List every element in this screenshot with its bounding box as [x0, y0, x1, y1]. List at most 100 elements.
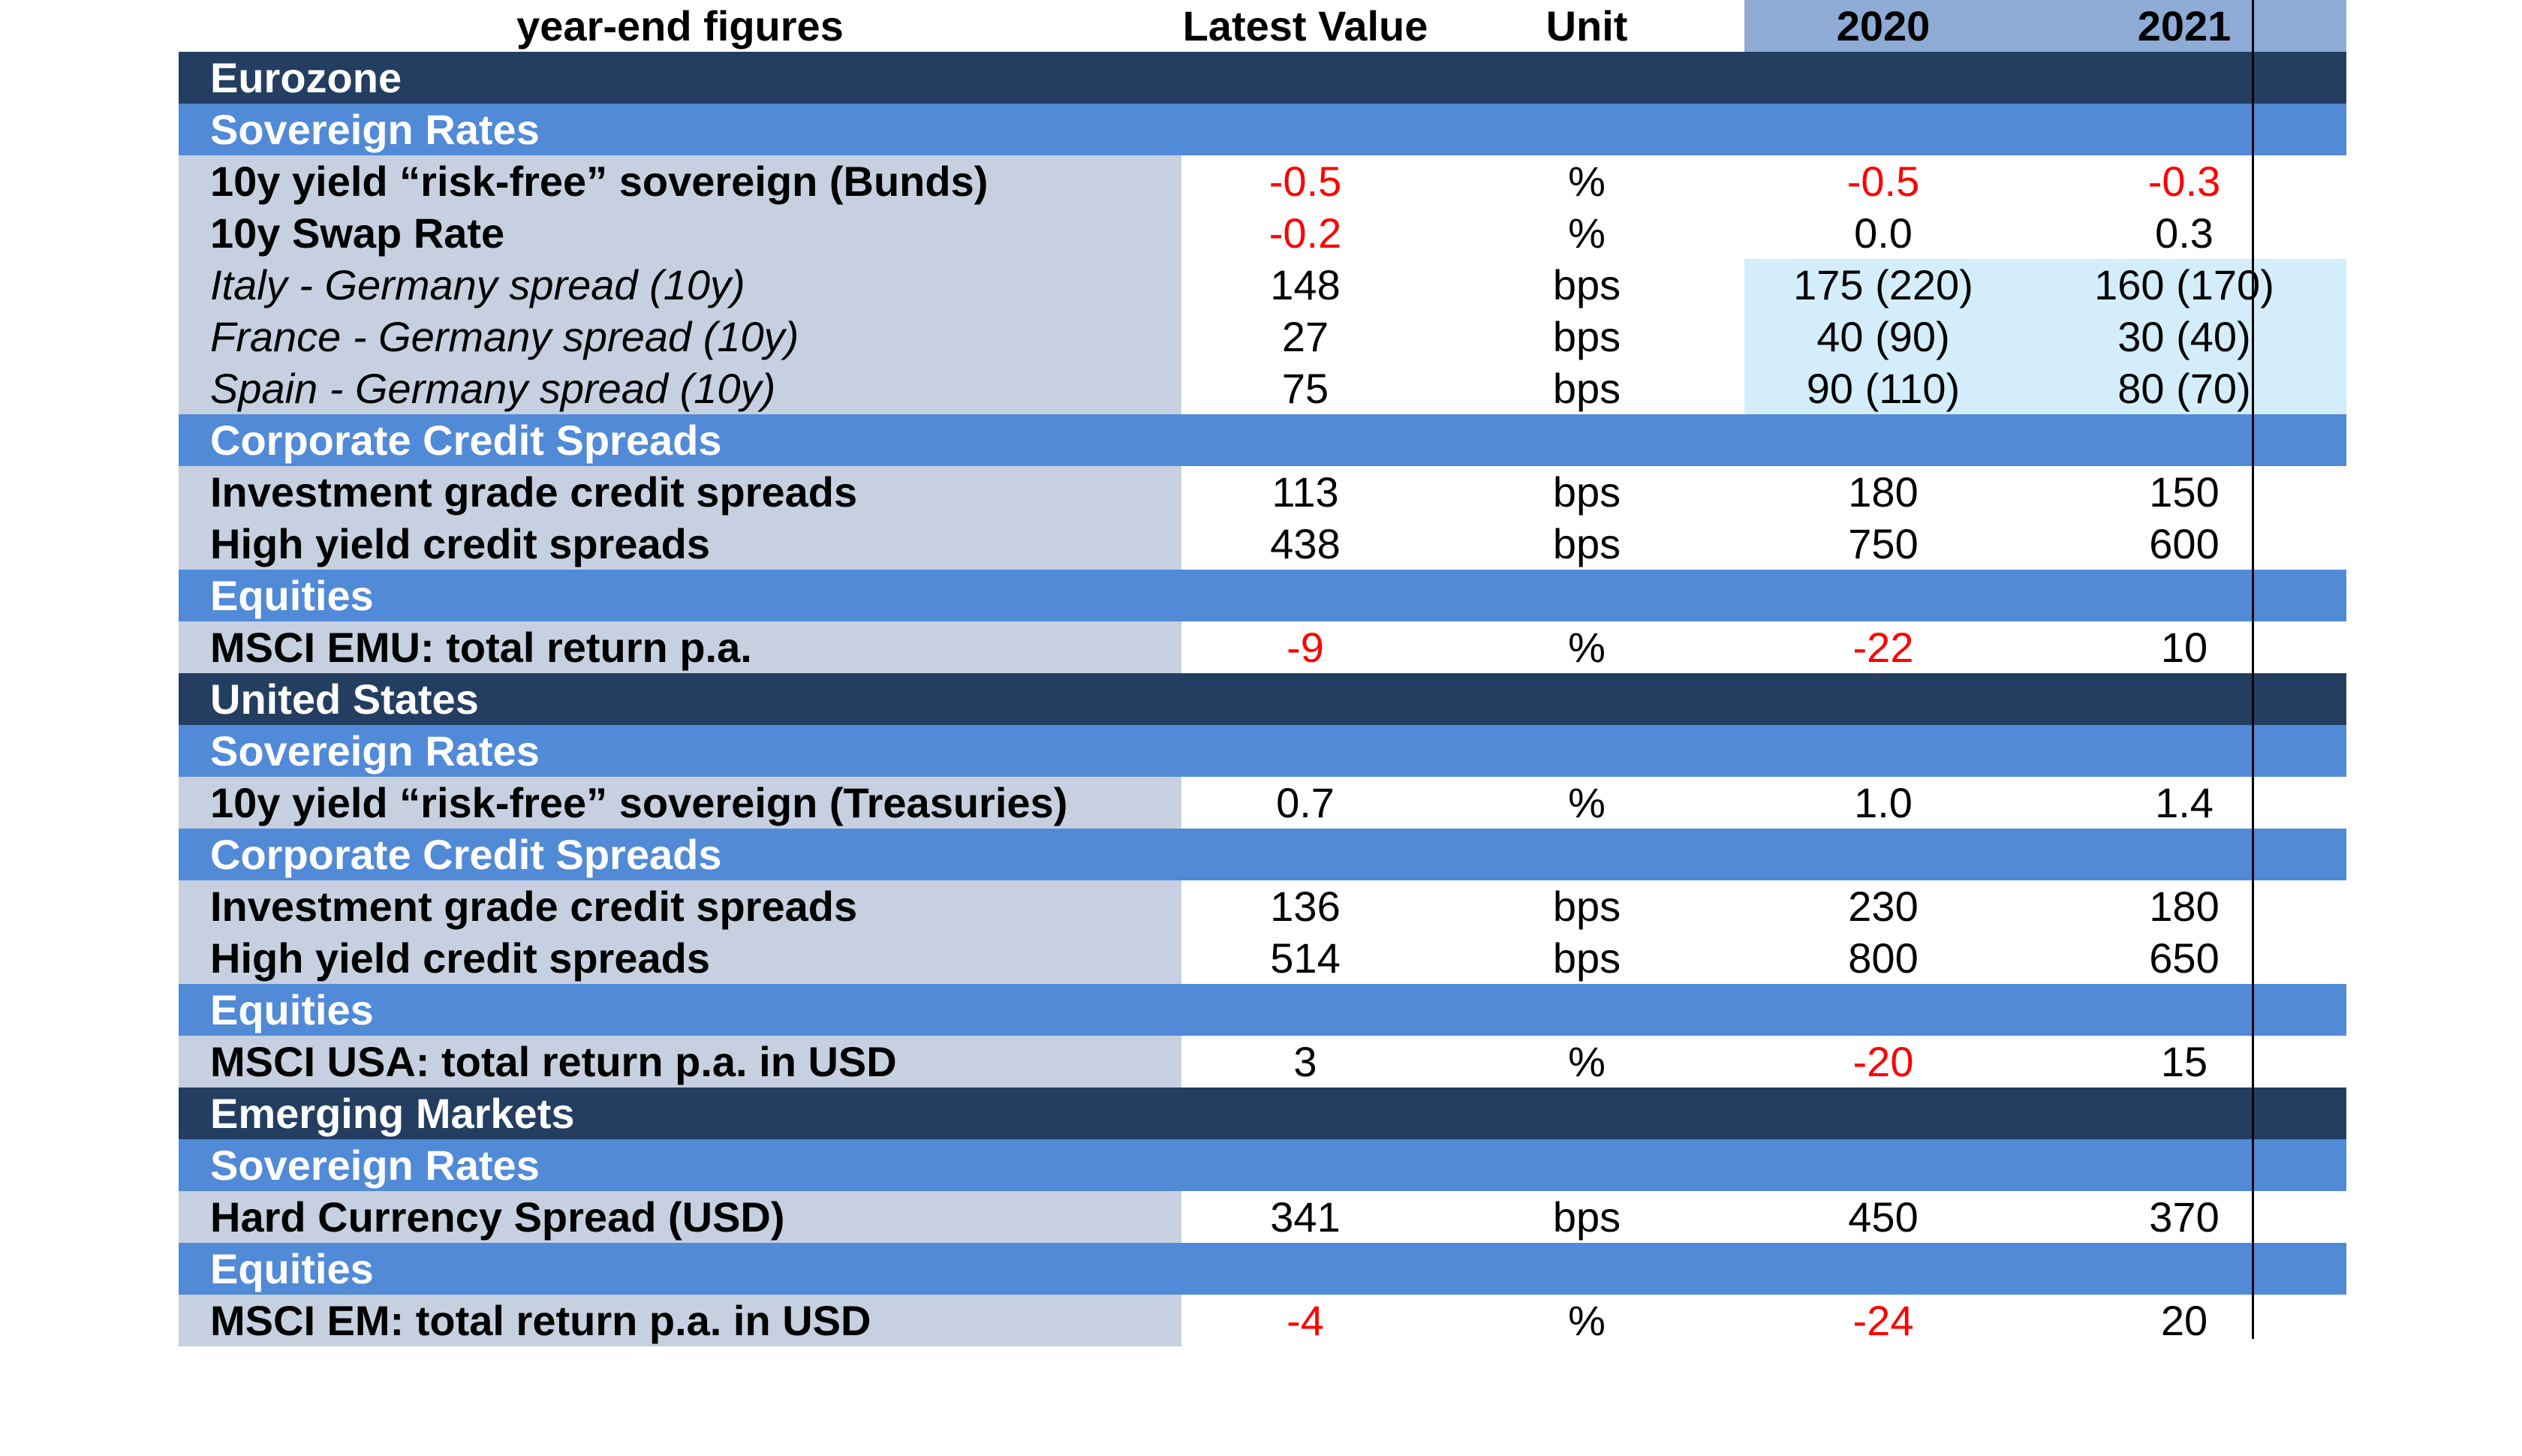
value-2020: -20 — [1852, 1038, 1914, 1085]
value-2020: 175 (220) — [1744, 259, 2022, 311]
unit-value: bps — [1552, 934, 1621, 982]
unit-value: bps — [1552, 261, 1621, 308]
table-row: Investment grade credit spreads 113 bps … — [179, 466, 2346, 518]
value-2021: 150 — [2149, 468, 2220, 516]
region-label: United States — [210, 675, 479, 723]
unit-value: % — [1568, 779, 1606, 826]
row-label: High yield credit spreads — [179, 518, 1181, 570]
latest-value: -0.2 — [1269, 209, 1342, 257]
row-label: High yield credit spreads — [179, 932, 1181, 984]
latest-value: -4 — [1287, 1297, 1324, 1344]
latest-value: 341 — [1270, 1193, 1341, 1241]
table-row: MSCI USA: total return p.a. in USD 3 % -… — [179, 1036, 2346, 1087]
header-year-end-figures: year-end figures — [516, 2, 844, 50]
unit-value: bps — [1552, 313, 1621, 360]
value-2021: 30 (40) — [2022, 311, 2346, 362]
section-label: Sovereign Rates — [210, 727, 540, 775]
region-row-united-states: United States — [179, 673, 2346, 725]
row-label: MSCI EM: total return p.a. in USD — [179, 1295, 1181, 1346]
value-2020: 800 — [1848, 934, 1919, 982]
value-2021: 180 — [2149, 883, 2220, 930]
section-row-equities: Equities — [179, 1243, 2346, 1295]
value-2020: 0.0 — [1854, 209, 1913, 257]
section-row-sovereign-rates: Sovereign Rates — [179, 725, 2346, 777]
table-row: 10y yield “risk-free” sovereign (Bunds) … — [179, 155, 2346, 207]
row-label: 10y Swap Rate — [179, 207, 1181, 259]
region-row-eurozone: Eurozone — [179, 52, 2346, 104]
value-2020: 1.0 — [1854, 779, 1913, 826]
region-row-emerging-markets: Emerging Markets — [179, 1087, 2346, 1139]
row-label: Italy - Germany spread (10y) — [179, 259, 1181, 311]
table-row: Spain - Germany spread (10y) 75 bps 90 (… — [179, 362, 2346, 414]
section-row-sovereign-rates: Sovereign Rates — [179, 104, 2346, 155]
value-2021: 1.4 — [2155, 779, 2214, 826]
header-latest-value: Latest Value — [1182, 2, 1428, 50]
region-label: Eurozone — [210, 54, 402, 101]
section-row-equities: Equities — [179, 570, 2346, 621]
latest-value: 113 — [1272, 468, 1339, 516]
row-label: MSCI EMU: total return p.a. — [179, 621, 1181, 673]
unit-value: % — [1568, 209, 1606, 257]
unit-value: % — [1568, 1038, 1606, 1085]
section-label: Equities — [210, 1245, 374, 1292]
header-2021: 2021 — [2022, 0, 2346, 52]
value-2021: -0.3 — [2147, 158, 2221, 205]
value-2020: 180 — [1848, 468, 1919, 516]
latest-value: 136 — [1270, 883, 1341, 930]
table-header-row: year-end figures Latest Value Unit 2020 … — [179, 0, 2346, 52]
latest-value: -9 — [1287, 624, 1324, 671]
latest-value: 75 — [1281, 365, 1329, 412]
section-label: Equities — [210, 572, 374, 619]
value-2021: 650 — [2149, 934, 2220, 982]
value-2021: 80 (70) — [2022, 362, 2346, 414]
unit-value: % — [1568, 624, 1606, 671]
row-label: 10y yield “risk-free” sovereign (Bunds) — [179, 155, 1181, 207]
value-2020: 90 (110) — [1744, 362, 2022, 414]
latest-value: 0.7 — [1276, 779, 1335, 826]
value-2020: -22 — [1852, 624, 1914, 671]
value-2020: 450 — [1848, 1193, 1919, 1241]
value-2021: 600 — [2149, 520, 2220, 567]
value-2021: 370 — [2149, 1193, 2220, 1241]
value-2020: 40 (90) — [1744, 311, 2022, 362]
unit-value: % — [1568, 1297, 1606, 1344]
row-label: 10y yield “risk-free” sovereign (Treasur… — [179, 777, 1181, 829]
value-2020: 750 — [1848, 520, 1919, 567]
unit-value: bps — [1552, 365, 1621, 412]
table-row: Investment grade credit spreads 136 bps … — [179, 880, 2346, 932]
latest-value: 27 — [1281, 313, 1329, 360]
year-column-divider — [2252, 0, 2254, 1339]
value-2020: -0.5 — [1846, 158, 1920, 205]
latest-value: -0.5 — [1269, 158, 1342, 205]
table-row: 10y Swap Rate -0.2 % 0.0 0.3 — [179, 207, 2346, 259]
section-row-corporate-credit-spreads: Corporate Credit Spreads — [179, 414, 2346, 466]
latest-value: 148 — [1270, 261, 1341, 308]
section-row-sovereign-rates: Sovereign Rates — [179, 1139, 2346, 1191]
unit-value: bps — [1552, 1193, 1621, 1241]
value-2020: 230 — [1848, 883, 1919, 930]
row-label: Hard Currency Spread (USD) — [179, 1191, 1181, 1243]
forecast-table: year-end figures Latest Value Unit 2020 … — [179, 0, 2346, 1346]
header-2020: 2020 — [1744, 0, 2022, 52]
value-2021: 10 — [2160, 624, 2208, 671]
row-label: France - Germany spread (10y) — [179, 311, 1181, 362]
value-2021: 0.3 — [2155, 209, 2214, 257]
table-row: MSCI EMU: total return p.a. -9 % -22 10 — [179, 621, 2346, 673]
unit-value: % — [1568, 158, 1606, 205]
unit-value: bps — [1552, 468, 1621, 516]
region-label: Emerging Markets — [210, 1090, 575, 1137]
latest-value: 438 — [1270, 520, 1341, 567]
value-2021: 160 (170) — [2022, 259, 2346, 311]
table-row: France - Germany spread (10y) 27 bps 40 … — [179, 311, 2346, 362]
unit-value: bps — [1552, 883, 1621, 930]
header-unit: Unit — [1545, 2, 1628, 50]
value-2021: 15 — [2160, 1038, 2208, 1085]
row-label: MSCI USA: total return p.a. in USD — [179, 1036, 1181, 1087]
table-row: MSCI EM: total return p.a. in USD -4 % -… — [179, 1295, 2346, 1346]
row-label: Investment grade credit spreads — [179, 880, 1181, 932]
section-label: Corporate Credit Spreads — [210, 831, 722, 878]
unit-value: bps — [1552, 520, 1621, 567]
section-label: Equities — [210, 986, 374, 1033]
section-label: Corporate Credit Spreads — [210, 417, 722, 464]
section-label: Sovereign Rates — [210, 1142, 540, 1189]
